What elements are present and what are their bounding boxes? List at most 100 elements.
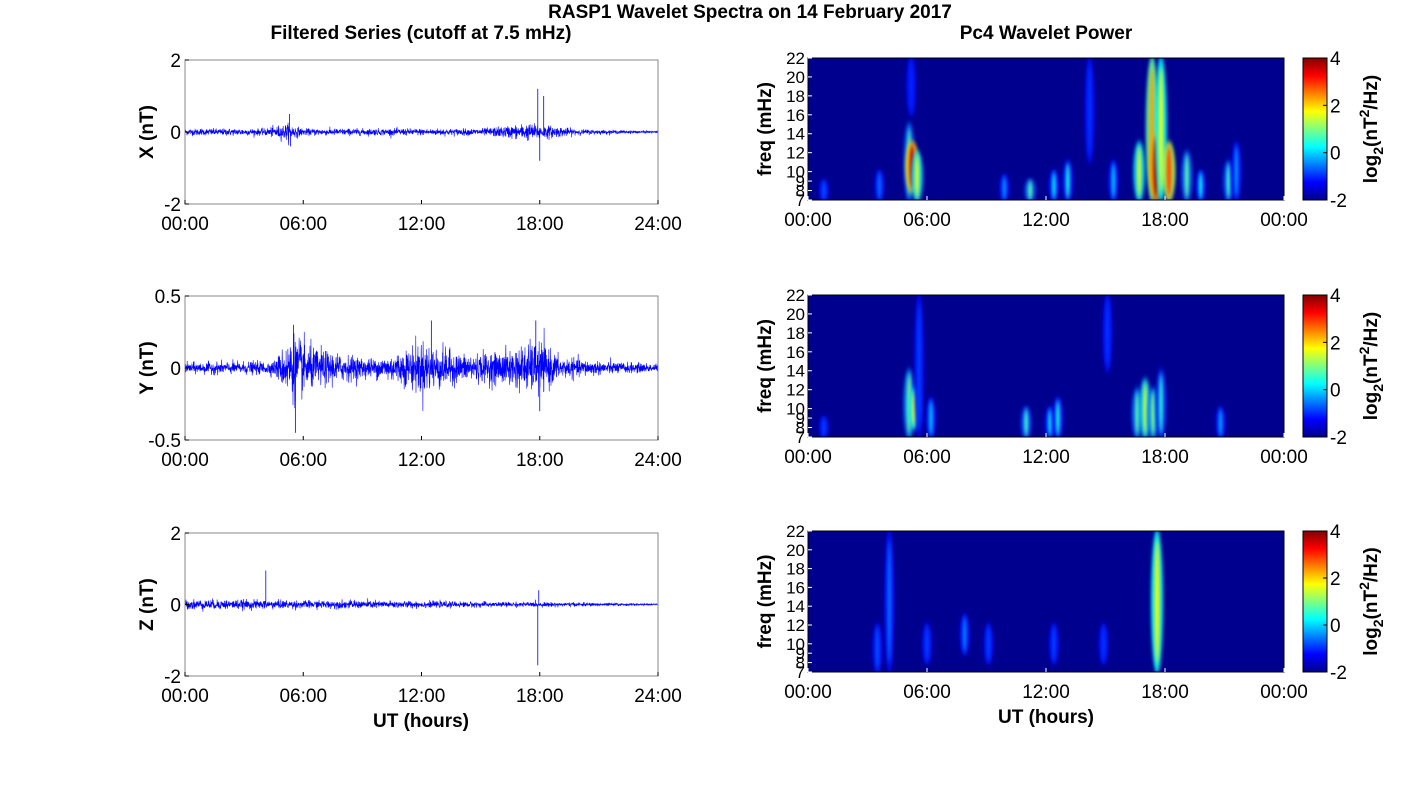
x-tick-label: 24:00 [634,450,682,471]
x-tick-label: 06:00 [279,450,327,471]
power-feature-7 [1028,180,1033,200]
x-tick-label: 00:00 [784,447,832,468]
right-column-title: Pc4 Wavelet Power [960,23,1133,44]
x-tick-label: 24:00 [634,686,682,707]
colorbar: -2 0 2 4 log2(nT2/Hz) [1302,49,1386,212]
power-feature-0 [822,417,826,437]
freq-ylabel: freq (mHz) [755,82,776,176]
colorbar-tick-label: 4 [1330,286,1341,307]
wavelet-panel-y: 00:00 06:00 12:00 18:00 00:00891012141618202… [755,286,1386,468]
series-panel-y: 00:00 06:00 12:00 18:00 24:00 -0.5 0 0.5 Y (nT) [137,287,682,471]
power-feature-11 [1151,391,1156,436]
power-feature-13 [1218,409,1223,437]
power-feature-10 [1088,64,1092,157]
y-tick-label: 14 [786,362,805,381]
power-feature-11 [1111,163,1116,199]
y-tick-label: 18 [786,560,805,579]
y-tick-label: 10 [786,163,805,182]
x-tick-label: 06:00 [903,210,951,231]
x-tick-label: 18:00 [516,214,564,235]
series-ylabel: X (nT) [137,105,158,159]
y-tick-label: 8 [796,182,805,201]
y-tick-label: 16 [786,343,805,362]
x-tick-label: 00:00 [1260,210,1308,231]
y-tick-label: 0 [170,359,181,380]
y-tick-label: 20 [786,541,805,560]
power-feature-12 [1137,145,1142,198]
spectrogram-features [872,531,1164,672]
y-tick-label: 20 [786,68,805,87]
x-tick-label: 00:00 [161,214,209,235]
colorbar-label: log2(nT2/Hz) [1356,75,1386,183]
power-feature-8 [1052,172,1056,200]
power-feature-5 [1024,409,1029,437]
y-tick-label: 2 [170,51,181,72]
series-trace-x [184,122,659,146]
y-tick-label: 18 [786,324,805,343]
y-tick-label: 0 [170,123,181,144]
power-feature-0 [875,626,880,671]
x-tick-label: 24:00 [634,214,682,235]
x-tick-label: 06:00 [279,214,327,235]
x-tick-label: 18:00 [516,450,564,471]
y-tick-label: 0 [170,596,181,617]
power-feature-0 [822,180,826,200]
colorbar-scale [1302,530,1328,673]
colorbar-scale [1302,294,1328,438]
power-feature-6 [1002,176,1007,200]
power-feature-4 [929,400,933,436]
power-feature-4 [986,626,991,662]
power-feature-4 [914,154,920,199]
colorbar: -2 0 2 4 log2(nT2/Hz) [1302,286,1386,449]
series-ylabel: Z (nT) [137,578,158,631]
power-feature-20 [1234,145,1239,198]
figure-title: RASP1 Wavelet Spectra on 14 February 201… [548,2,952,23]
power-feature-5 [1052,626,1056,662]
x-tick-label: 18:00 [516,686,564,707]
y-tick-label: -2 [164,195,181,216]
y-tick-label: 7 [796,663,805,682]
y-tick-label: 14 [786,125,805,144]
x-tick-label: 00:00 [1260,447,1308,468]
wavelet-panel-x: 00:00 06:00 12:00 18:00 00:00891012141618202… [755,49,1386,231]
y-tick-label: 9 [796,172,805,191]
colorbar-tick-label: 2 [1330,96,1341,117]
x-tick-label: 06:00 [279,686,327,707]
colorbar-scale [1302,57,1328,201]
x-tick-label: 00:00 [1260,682,1308,703]
y-tick-label: -2 [164,667,181,688]
x-tick-label: 06:00 [903,682,951,703]
spectrogram-features [818,295,1226,437]
power-feature-10 [1143,382,1148,435]
series-trace-y [184,327,659,412]
freq-ylabel: freq (mHz) [755,319,776,413]
y-tick-label: 16 [786,106,805,125]
y-tick-label: 7 [796,191,805,210]
x-tick-label: 00:00 [784,682,832,703]
y-tick-label: 9 [796,409,805,428]
power-feature-18 [1198,172,1203,200]
left-column-title: Filtered Series (cutoff at 7.5 mHz) [271,23,572,44]
x-tick-label: 18:00 [1141,210,1189,231]
x-tick-label: 06:00 [903,447,951,468]
y-tick-label: 22 [786,49,805,68]
series-ylabel: Y (nT) [137,341,158,394]
wavelet-panel-z: 00:00 06:00 12:00 18:00 00:00891012141618202… [755,522,1386,703]
y-tick-label: 10 [786,635,805,654]
series-panel-x: 00:00 06:00 12:00 18:00 24:00 -2 0 2 X (nT) [137,51,682,235]
y-tick-label: 14 [786,597,805,616]
x-tick-label: 18:00 [1141,682,1189,703]
power-feature-8 [1105,298,1110,367]
x-tick-label: 00:00 [784,210,832,231]
colorbar-label: log2(nT2/Hz) [1356,547,1386,655]
freq-ylabel: freq (mHz) [755,555,776,649]
series-panel-z: 00:00 06:00 12:00 18:00 24:00 -2 0 2 Z (nT) [137,524,682,707]
y-tick-label: 12 [786,144,805,163]
right-xlabel: UT (hours) [998,707,1094,728]
y-tick-label: 0.5 [155,287,181,308]
series-trace-z [184,598,659,612]
power-feature-16 [1166,145,1172,198]
power-feature-17 [1184,154,1189,199]
power-feature-5 [909,60,913,113]
power-feature-12 [1159,374,1163,434]
